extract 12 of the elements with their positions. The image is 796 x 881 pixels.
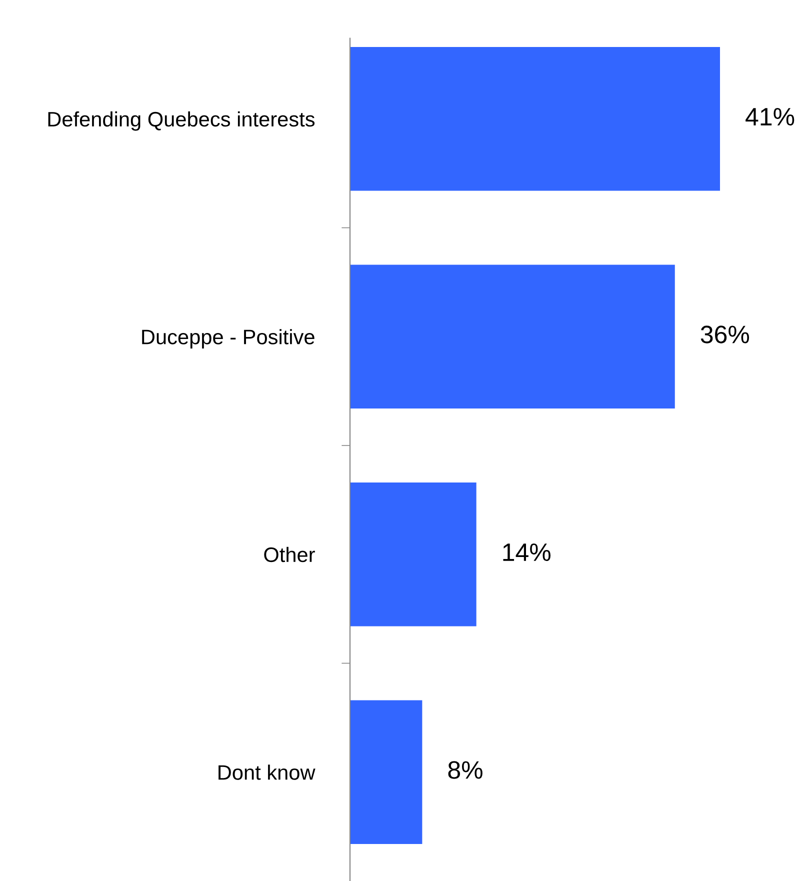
bar — [350, 482, 476, 626]
data-label: 14% — [503, 543, 550, 561]
y-tick-label: Defending Quebecs interests — [48, 111, 315, 131]
data-label: 8% — [448, 761, 482, 779]
y-tick-label: Dont know — [218, 764, 316, 780]
bar — [350, 700, 422, 844]
data-label: 36% — [700, 326, 750, 344]
data-label: 41% — [746, 108, 794, 126]
y-tick-label: Other — [264, 546, 315, 562]
bar — [350, 264, 675, 408]
y-tick-label: Duceppe - Positive — [142, 329, 314, 348]
bar — [350, 47, 720, 191]
